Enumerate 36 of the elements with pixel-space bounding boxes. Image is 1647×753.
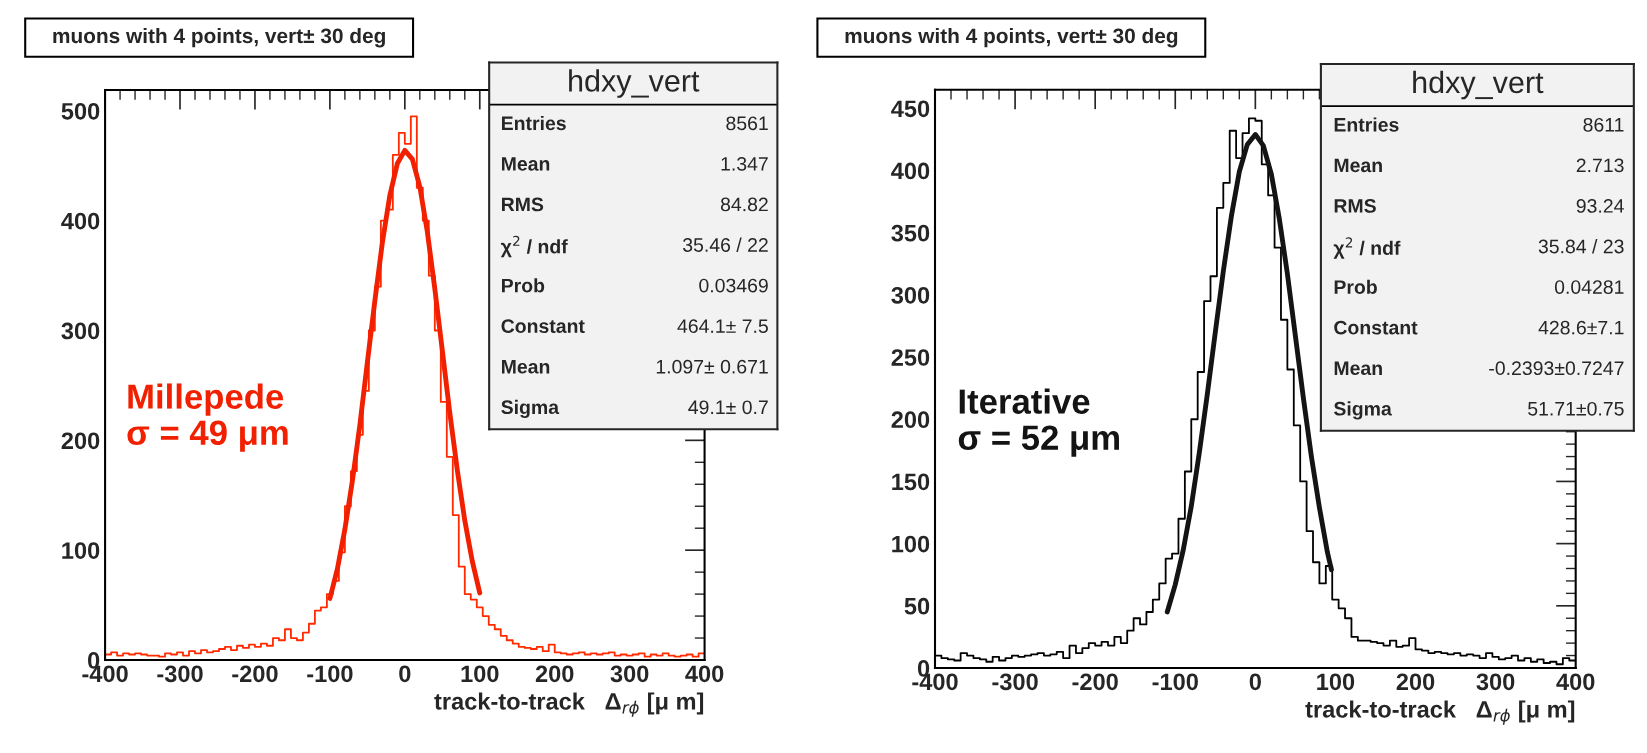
x-axis-title: track-to-track Δ$_{rϕ}$ [μ m]	[434, 692, 704, 717]
x-tick-label: -300	[157, 665, 203, 683]
x-tick-label: 400	[1556, 673, 1595, 691]
x-axis-title: track-to-track Δ$_{rϕ}$ [μ m]	[1305, 700, 1575, 725]
x-tick-label: 200	[1396, 673, 1435, 691]
x-tick-label: -200	[1072, 673, 1118, 691]
chart-title: muons with 4 points, vert± 30 deg	[53, 27, 385, 48]
x-tick-label: -100	[1152, 673, 1198, 691]
x-tick-label: -100	[307, 665, 353, 683]
y-tick-label: 250	[891, 349, 930, 366]
x-tick-label: -200	[232, 665, 278, 683]
y-tick-label: 350	[891, 224, 930, 242]
x-tick-label: 0	[399, 665, 411, 683]
x-tick-label: 300	[1476, 673, 1515, 691]
x-tick-label: 300	[610, 665, 649, 683]
x-tick-label: 100	[461, 665, 499, 683]
y-tick-label: 50	[904, 597, 930, 615]
y-tick-label: 150	[892, 473, 930, 491]
y-tick-label: 200	[61, 432, 100, 450]
y-tick-label: 400	[891, 162, 930, 180]
chart-title: muons with 4 points, vert± 30 deg	[845, 27, 1178, 48]
x-tick-label: 400	[685, 665, 724, 683]
annotation: Millepede σ = 49 μm	[127, 383, 288, 452]
y-tick-label: 300	[61, 322, 100, 340]
x-tick-label: 100	[1317, 673, 1355, 691]
x-tick-label: -300	[992, 673, 1038, 691]
y-tick-label: 100	[62, 542, 100, 559]
y-tick-label: 450	[891, 100, 930, 118]
y-tick-label: 500	[61, 102, 100, 120]
y-tick-label: 200	[891, 411, 930, 429]
x-tick-label: 200	[535, 665, 574, 683]
y-tick-label: 300	[891, 286, 930, 304]
y-tick-label: 100	[892, 535, 930, 553]
x-tick-label: 0	[1249, 673, 1261, 691]
annotation: Iterative σ = 52 μm	[958, 388, 1119, 457]
y-tick-label: 400	[61, 212, 100, 230]
